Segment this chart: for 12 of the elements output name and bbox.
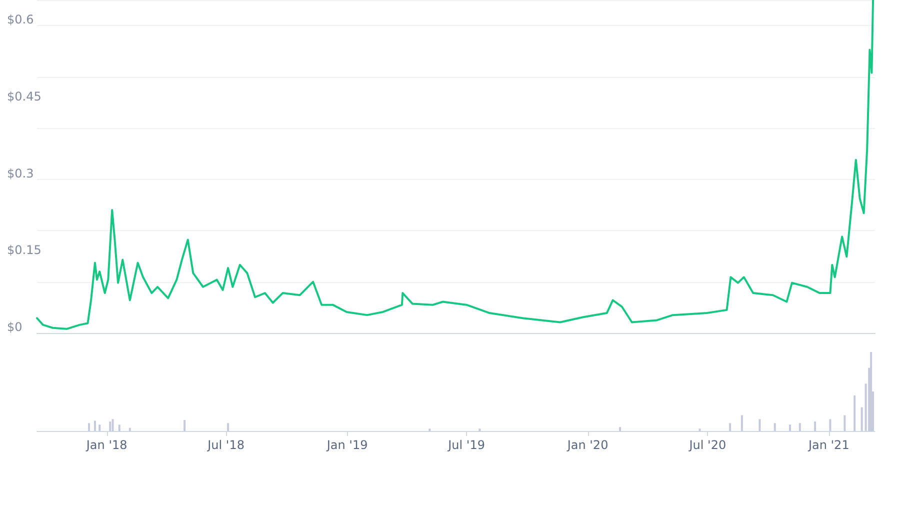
y-tick-label: $0: [7, 320, 22, 334]
y-tick-label: $0.6: [7, 12, 34, 27]
x-tick-label: Jan '21: [807, 438, 850, 452]
x-tick-label: Jan '18: [85, 438, 128, 452]
y-tick-label: $0.3: [7, 166, 34, 180]
x-tick-label: Jan '19: [326, 438, 368, 452]
y-tick-label: $0.45: [7, 89, 42, 104]
x-tick-label: Jan '20: [566, 438, 608, 452]
x-tick-label: Jul '18: [206, 438, 245, 452]
y-tick-label: $0.15: [7, 243, 42, 258]
x-tick-label: Jul '19: [447, 438, 485, 452]
x-tick-label: Jul '20: [688, 438, 726, 452]
